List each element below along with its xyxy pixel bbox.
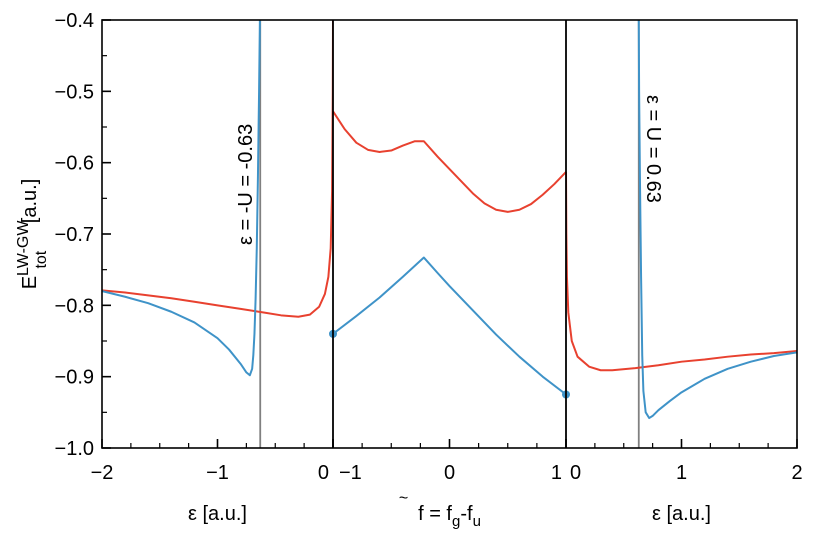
series-line-red-middle (333, 110, 566, 213)
x-tick-label: 0 (318, 462, 329, 484)
y-tick-label: −0.7 (55, 224, 94, 246)
panel-left: −2 −1 0 ε [a.u.] ε = -U = -0.63 (91, 20, 334, 525)
y-tick-label: −0.6 (55, 153, 94, 175)
x-tick-label: 2 (791, 462, 802, 484)
panel-right: 0 1 2 ε [a.u.] ε = U = 0.63 (565, 20, 803, 525)
series-line-red-right (566, 171, 797, 372)
x-axis-title-sub1: g (452, 513, 460, 530)
y-tick-label: −0.8 (55, 295, 94, 317)
chart-panels: −2 −1 0ε [a.u.]ε = -U = -0.63−1 0 1f = fg-fu… (91, 20, 803, 530)
x-tick-label: 0 (444, 462, 455, 484)
y-axis-title-main: E (19, 276, 41, 289)
y-tick-label: −0.5 (55, 81, 94, 103)
panel-middle: −1 0 1 f = fg-fu ~ (329, 110, 570, 530)
x-axis-title-accent: ~ (399, 490, 408, 507)
y-axis-title: ELW-GWtot [a.u.] (15, 179, 50, 290)
x-tick-label: −1 (206, 462, 229, 484)
x-axis-title-right: ε [a.u.] (652, 503, 711, 525)
x-axis-title-eq: = f (424, 503, 453, 525)
x-tick-label: 0 (570, 462, 581, 484)
y-tick-label: −0.9 (55, 367, 94, 389)
x-tick-label: 1 (676, 462, 687, 484)
x-tick-label: −1 (339, 462, 362, 484)
y-axis-title-sub: tot (33, 250, 50, 268)
y-axis-label: ELW-GWtot [a.u.] (15, 179, 50, 290)
series-line-blue-left (102, 20, 261, 377)
x-tick-label: −2 (91, 462, 114, 484)
x-axis-title-minus: -f (460, 503, 473, 525)
annotation-left: ε = -U = -0.63 (235, 124, 257, 245)
x-tick-label: 1 (551, 462, 562, 484)
y-axis-ticks: −0.4 −0.5 −0.6 −0.7 −0.8 −0.9 −1.0 (55, 10, 111, 460)
x-axis-title-main: f (418, 503, 424, 525)
annotation-right: ε = U = 0.63 (642, 95, 664, 203)
y-tick-label: −1.0 (55, 438, 94, 460)
plot-frame (101, 19, 798, 449)
x-axis-title-middle: f = fg-fu (418, 503, 481, 530)
series-line-blue-right (637, 20, 797, 420)
x-axis-title-sub2: u (473, 513, 481, 530)
series-line-red-left (102, 20, 333, 318)
y-tick-label: −0.4 (55, 10, 94, 32)
series-line-blue-middle (333, 256, 566, 396)
y-axis-title-unit: [a.u.] (19, 179, 41, 229)
x-axis-title-left: ε [a.u.] (188, 503, 247, 525)
y-axis-title-sup: LW-GW (15, 220, 32, 276)
